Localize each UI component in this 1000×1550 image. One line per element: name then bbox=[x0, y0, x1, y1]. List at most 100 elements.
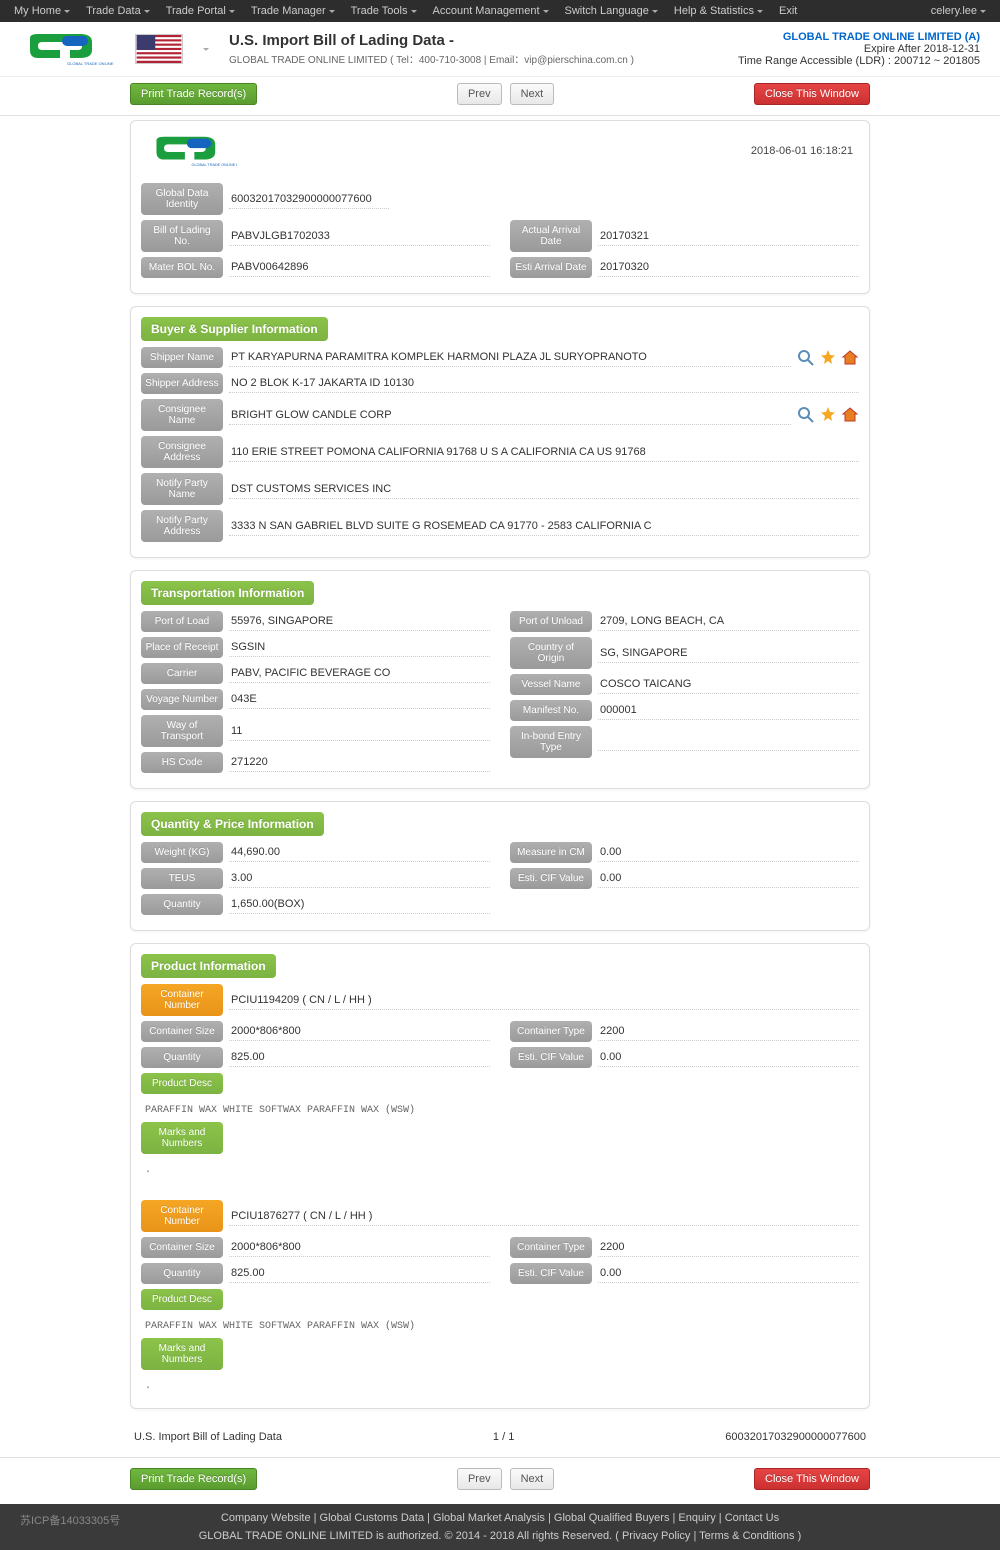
cif-value: 0.00 bbox=[598, 869, 859, 888]
notify-addr-value: 3333 N SAN GABRIEL BLVD SUITE G ROSEMEAD… bbox=[229, 517, 859, 536]
expire-date: Expire After 2018-12-31 bbox=[738, 43, 980, 55]
bol-value: PABVJLGB1702033 bbox=[229, 227, 490, 246]
star-icon[interactable] bbox=[819, 349, 837, 367]
prev-button[interactable]: Prev bbox=[457, 83, 502, 105]
container-qty-label: Quantity bbox=[141, 1047, 223, 1068]
container-num-label: Container Number bbox=[141, 984, 223, 1016]
shipper-name-value: PT KARYAPURNA PARAMITRA KOMPLEK HARMONI … bbox=[229, 348, 791, 367]
nav-item-switch-language[interactable]: Switch Language bbox=[559, 3, 664, 19]
cif-label: Esti. CIF Value bbox=[510, 868, 592, 889]
mcm-value: 0.00 bbox=[598, 843, 859, 862]
por-value: SGSIN bbox=[229, 638, 490, 657]
weight-label: Weight (KG) bbox=[141, 842, 223, 863]
container-num-label: Container Number bbox=[141, 1200, 223, 1232]
shipper-name-label: Shipper Name bbox=[141, 347, 223, 368]
nav-item-account-management[interactable]: Account Management bbox=[427, 3, 555, 19]
mbol-value: PABV00642896 bbox=[229, 258, 490, 277]
manifest-label: Manifest No. bbox=[510, 700, 592, 721]
svg-text:GLOBAL TRADE ONLINE LIMITED: GLOBAL TRADE ONLINE LIMITED bbox=[192, 163, 237, 167]
consignee-name-value: BRIGHT GLOW CANDLE CORP bbox=[229, 406, 791, 425]
icp-text: 苏ICP备14033305号 bbox=[20, 1512, 120, 1528]
container-type-value: 2200 bbox=[598, 1238, 859, 1257]
buyer-section-header: Buyer & Supplier Information bbox=[141, 317, 328, 341]
nav-item-trade-data[interactable]: Trade Data bbox=[80, 3, 156, 19]
flag-caret-icon[interactable] bbox=[203, 48, 209, 51]
footer-page: 1 / 1 bbox=[493, 1431, 514, 1443]
nav-item-trade-tools[interactable]: Trade Tools bbox=[345, 3, 423, 19]
container-cif-label: Esti. CIF Value bbox=[510, 1263, 592, 1284]
inbond-value bbox=[598, 733, 859, 751]
teus-label: TEUS bbox=[141, 868, 223, 889]
nav-item-exit[interactable]: Exit bbox=[773, 3, 803, 19]
page-header: GLOBAL TRADE ONLINE LIMITED U.S. Import … bbox=[0, 22, 1000, 77]
ead-value: 20170320 bbox=[598, 258, 859, 277]
user-menu[interactable]: celery.lee bbox=[925, 3, 992, 19]
star-icon[interactable] bbox=[819, 406, 837, 424]
buyer-supplier-card: Buyer & Supplier Information Shipper Nam… bbox=[130, 306, 870, 558]
product-desc-label: Product Desc bbox=[141, 1289, 223, 1310]
notify-name-label: Notify Party Name bbox=[141, 473, 223, 505]
home-icon[interactable] bbox=[841, 349, 859, 367]
gdi-label: Global Data Identity bbox=[141, 183, 223, 215]
nav-item-help-statistics[interactable]: Help & Statistics bbox=[668, 3, 769, 19]
time-range: Time Range Accessible (LDR) : 200712 ~ 2… bbox=[738, 55, 980, 67]
way-label: Way of Transport bbox=[141, 715, 223, 747]
nav-item-trade-manager[interactable]: Trade Manager bbox=[245, 3, 341, 19]
gdi-value: 60032017032900000077600 bbox=[229, 190, 389, 209]
print-button[interactable]: Print Trade Record(s) bbox=[130, 83, 257, 105]
footer-id: 60032017032900000077600 bbox=[725, 1431, 866, 1443]
product-desc-value: PARAFFIN WAX WHITE SOFTWAX PARAFFIN WAX … bbox=[141, 1315, 859, 1338]
next-button-bottom[interactable]: Next bbox=[510, 1468, 555, 1490]
container-type-label: Container Type bbox=[510, 1021, 592, 1042]
container-block: Container Number PCIU1876277 ( CN / L / H… bbox=[141, 1200, 859, 1398]
print-button-bottom[interactable]: Print Trade Record(s) bbox=[130, 1468, 257, 1490]
nav-items: My HomeTrade DataTrade PortalTrade Manag… bbox=[8, 3, 803, 19]
voyage-label: Voyage Number bbox=[141, 689, 223, 710]
teus-value: 3.00 bbox=[229, 869, 490, 888]
qty-section-header: Quantity & Price Information bbox=[141, 812, 324, 836]
bol-label: Bill of Lading No. bbox=[141, 220, 223, 252]
ead-label: Esti Arrival Date bbox=[510, 257, 592, 278]
vessel-value: COSCO TAICANG bbox=[598, 675, 859, 694]
carrier-value: PABV, PACIFIC BEVERAGE CO bbox=[229, 664, 490, 683]
aad-value: 20170321 bbox=[598, 227, 859, 246]
search-icon[interactable] bbox=[797, 349, 815, 367]
user-name: celery.lee bbox=[931, 5, 977, 17]
us-flag-icon[interactable] bbox=[135, 34, 183, 64]
container-cif-label: Esti. CIF Value bbox=[510, 1047, 592, 1068]
page-footer: 苏ICP备14033305号 Company Website | Global … bbox=[0, 1504, 1000, 1550]
footer-title: U.S. Import Bill of Lading Data bbox=[134, 1431, 282, 1443]
search-icon[interactable] bbox=[797, 406, 815, 424]
notify-addr-label: Notify Party Address bbox=[141, 510, 223, 542]
nav-item-my-home[interactable]: My Home bbox=[8, 3, 76, 19]
pol-label: Port of Load bbox=[141, 611, 223, 632]
close-button-bottom[interactable]: Close This Window bbox=[754, 1468, 870, 1490]
hs-label: HS Code bbox=[141, 752, 223, 773]
logo: GLOBAL TRADE ONLINE LIMITED bbox=[20, 30, 115, 68]
por-label: Place of Receipt bbox=[141, 637, 223, 658]
voyage-value: 043E bbox=[229, 690, 490, 709]
container-type-label: Container Type bbox=[510, 1237, 592, 1258]
prev-button-bottom[interactable]: Prev bbox=[457, 1468, 502, 1490]
next-button[interactable]: Next bbox=[510, 83, 555, 105]
mcm-label: Measure in CM bbox=[510, 842, 592, 863]
footer-copyright: GLOBAL TRADE ONLINE LIMITED is authorize… bbox=[8, 1530, 992, 1542]
marks-value: . bbox=[141, 1375, 859, 1398]
container-num-value: PCIU1876277 ( CN / L / HH ) bbox=[229, 1207, 859, 1226]
record-container: GLOBAL TRADE ONLINE LIMITED 2018-06-01 1… bbox=[130, 120, 870, 1409]
home-icon[interactable] bbox=[841, 406, 859, 424]
consignee-addr-value: 110 ERIE STREET POMONA CALIFORNIA 91768 … bbox=[229, 443, 859, 462]
product-desc-label: Product Desc bbox=[141, 1073, 223, 1094]
way-value: 11 bbox=[229, 722, 490, 741]
container-cif-value: 0.00 bbox=[598, 1264, 859, 1283]
container-block: Container NumberPCIU1194209 ( CN / L / H… bbox=[141, 984, 859, 1200]
page-subtitle: GLOBAL TRADE ONLINE LIMITED ( Tel：400-71… bbox=[229, 51, 634, 66]
nav-item-trade-portal[interactable]: Trade Portal bbox=[160, 3, 241, 19]
marks-label: Marks and Numbers bbox=[141, 1122, 223, 1154]
header-title-block: U.S. Import Bill of Lading Data - GLOBAL… bbox=[229, 32, 634, 66]
close-button[interactable]: Close This Window bbox=[754, 83, 870, 105]
container-size-value: 2000*806*800 bbox=[229, 1022, 490, 1041]
coo-label: Country of Origin bbox=[510, 637, 592, 669]
weight-value: 44,690.00 bbox=[229, 843, 490, 862]
footer-links[interactable]: Company Website | Global Customs Data | … bbox=[8, 1512, 992, 1524]
